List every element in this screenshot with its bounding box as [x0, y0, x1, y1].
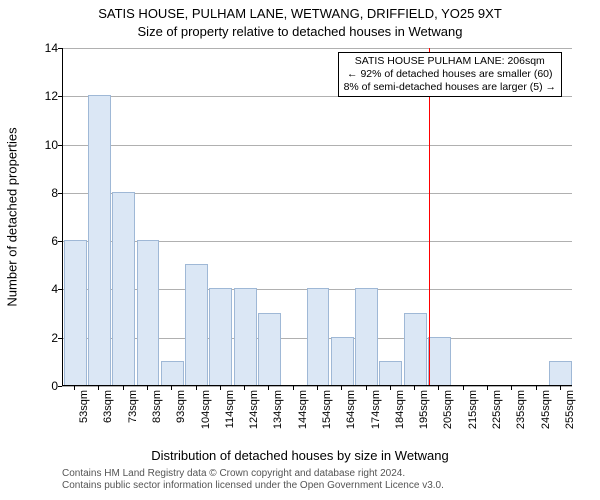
y-tick-label: 2	[42, 331, 58, 345]
bar	[161, 361, 184, 386]
bar	[331, 337, 354, 386]
credits-line1: Contains HM Land Registry data © Crown c…	[62, 468, 444, 480]
credits-line2: Contains public sector information licen…	[62, 480, 444, 492]
x-tick-mark	[414, 386, 415, 390]
x-tick-mark	[390, 386, 391, 390]
credits: Contains HM Land Registry data © Crown c…	[62, 468, 444, 492]
chart-container: SATIS HOUSE, PULHAM LANE, WETWANG, DRIFF…	[0, 0, 600, 500]
x-tick-mark	[438, 386, 439, 390]
y-tick-label: 0	[42, 379, 58, 393]
x-tick-mark	[293, 386, 294, 390]
y-tick-label: 10	[42, 138, 58, 152]
x-tick-mark	[536, 386, 537, 390]
bar	[549, 361, 572, 386]
x-tick-label: 184sqm	[394, 390, 406, 440]
bar	[234, 288, 257, 386]
bar	[428, 337, 451, 386]
y-tick-label: 12	[42, 89, 58, 103]
bar	[209, 288, 232, 386]
x-tick-mark	[560, 386, 561, 390]
x-tick-mark	[463, 386, 464, 390]
x-tick-label: 215sqm	[467, 390, 479, 440]
bar	[112, 192, 135, 386]
x-tick-mark	[123, 386, 124, 390]
x-tick-mark	[268, 386, 269, 390]
x-tick-label: 53sqm	[78, 390, 90, 440]
plot-area: SATIS HOUSE PULHAM LANE: 206sqm ← 92% of…	[62, 48, 572, 386]
x-tick-mark	[487, 386, 488, 390]
x-tick-label: 205sqm	[442, 390, 454, 440]
x-tick-label: 235sqm	[515, 390, 527, 440]
bar	[64, 240, 87, 386]
x-tick-label: 195sqm	[418, 390, 430, 440]
x-tick-label: 225sqm	[491, 390, 503, 440]
bar	[137, 240, 160, 386]
x-tick-mark	[171, 386, 172, 390]
x-tick-label: 83sqm	[151, 390, 163, 440]
x-tick-label: 73sqm	[127, 390, 139, 440]
bar	[404, 313, 427, 386]
x-tick-mark	[220, 386, 221, 390]
y-tick-label: 8	[42, 186, 58, 200]
bar	[379, 361, 402, 386]
x-tick-mark	[244, 386, 245, 390]
x-tick-mark	[147, 386, 148, 390]
bar	[258, 313, 281, 386]
spine-left	[62, 48, 63, 386]
bar	[307, 288, 330, 386]
bar	[185, 264, 208, 386]
x-tick-label: 93sqm	[175, 390, 187, 440]
x-tick-label: 63sqm	[102, 390, 114, 440]
x-tick-mark	[98, 386, 99, 390]
chart-title: SATIS HOUSE, PULHAM LANE, WETWANG, DRIFF…	[0, 6, 600, 21]
y-tick-label: 6	[42, 234, 58, 248]
x-axis-label: Distribution of detached houses by size …	[0, 448, 600, 463]
x-tick-label: 114sqm	[224, 390, 236, 440]
bar	[88, 95, 111, 386]
y-axis-label: Number of detached properties	[5, 127, 20, 306]
annotation-line2: ← 92% of detached houses are smaller (60…	[344, 68, 556, 81]
annotation-line3: 8% of semi-detached houses are larger (5…	[344, 81, 556, 94]
x-tick-label: 134sqm	[272, 390, 284, 440]
bars	[62, 48, 572, 386]
x-tick-mark	[511, 386, 512, 390]
x-tick-mark	[196, 386, 197, 390]
y-tick-label: 14	[42, 41, 58, 55]
x-tick-label: 104sqm	[200, 390, 212, 440]
bar	[355, 288, 378, 386]
reference-line	[429, 48, 430, 386]
x-tick-label: 164sqm	[345, 390, 357, 440]
x-tick-label: 174sqm	[370, 390, 382, 440]
x-tick-label: 144sqm	[297, 390, 309, 440]
chart-subtitle: Size of property relative to detached ho…	[0, 24, 600, 39]
annotation-box: SATIS HOUSE PULHAM LANE: 206sqm ← 92% of…	[338, 52, 562, 97]
x-tick-mark	[317, 386, 318, 390]
y-tick-label: 4	[42, 282, 58, 296]
x-tick-mark	[74, 386, 75, 390]
x-tick-mark	[341, 386, 342, 390]
annotation-line1: SATIS HOUSE PULHAM LANE: 206sqm	[344, 55, 556, 68]
x-tick-label: 154sqm	[321, 390, 333, 440]
x-tick-label: 124sqm	[248, 390, 260, 440]
x-tick-mark	[366, 386, 367, 390]
x-tick-label: 255sqm	[564, 390, 576, 440]
x-tick-label: 245sqm	[540, 390, 552, 440]
